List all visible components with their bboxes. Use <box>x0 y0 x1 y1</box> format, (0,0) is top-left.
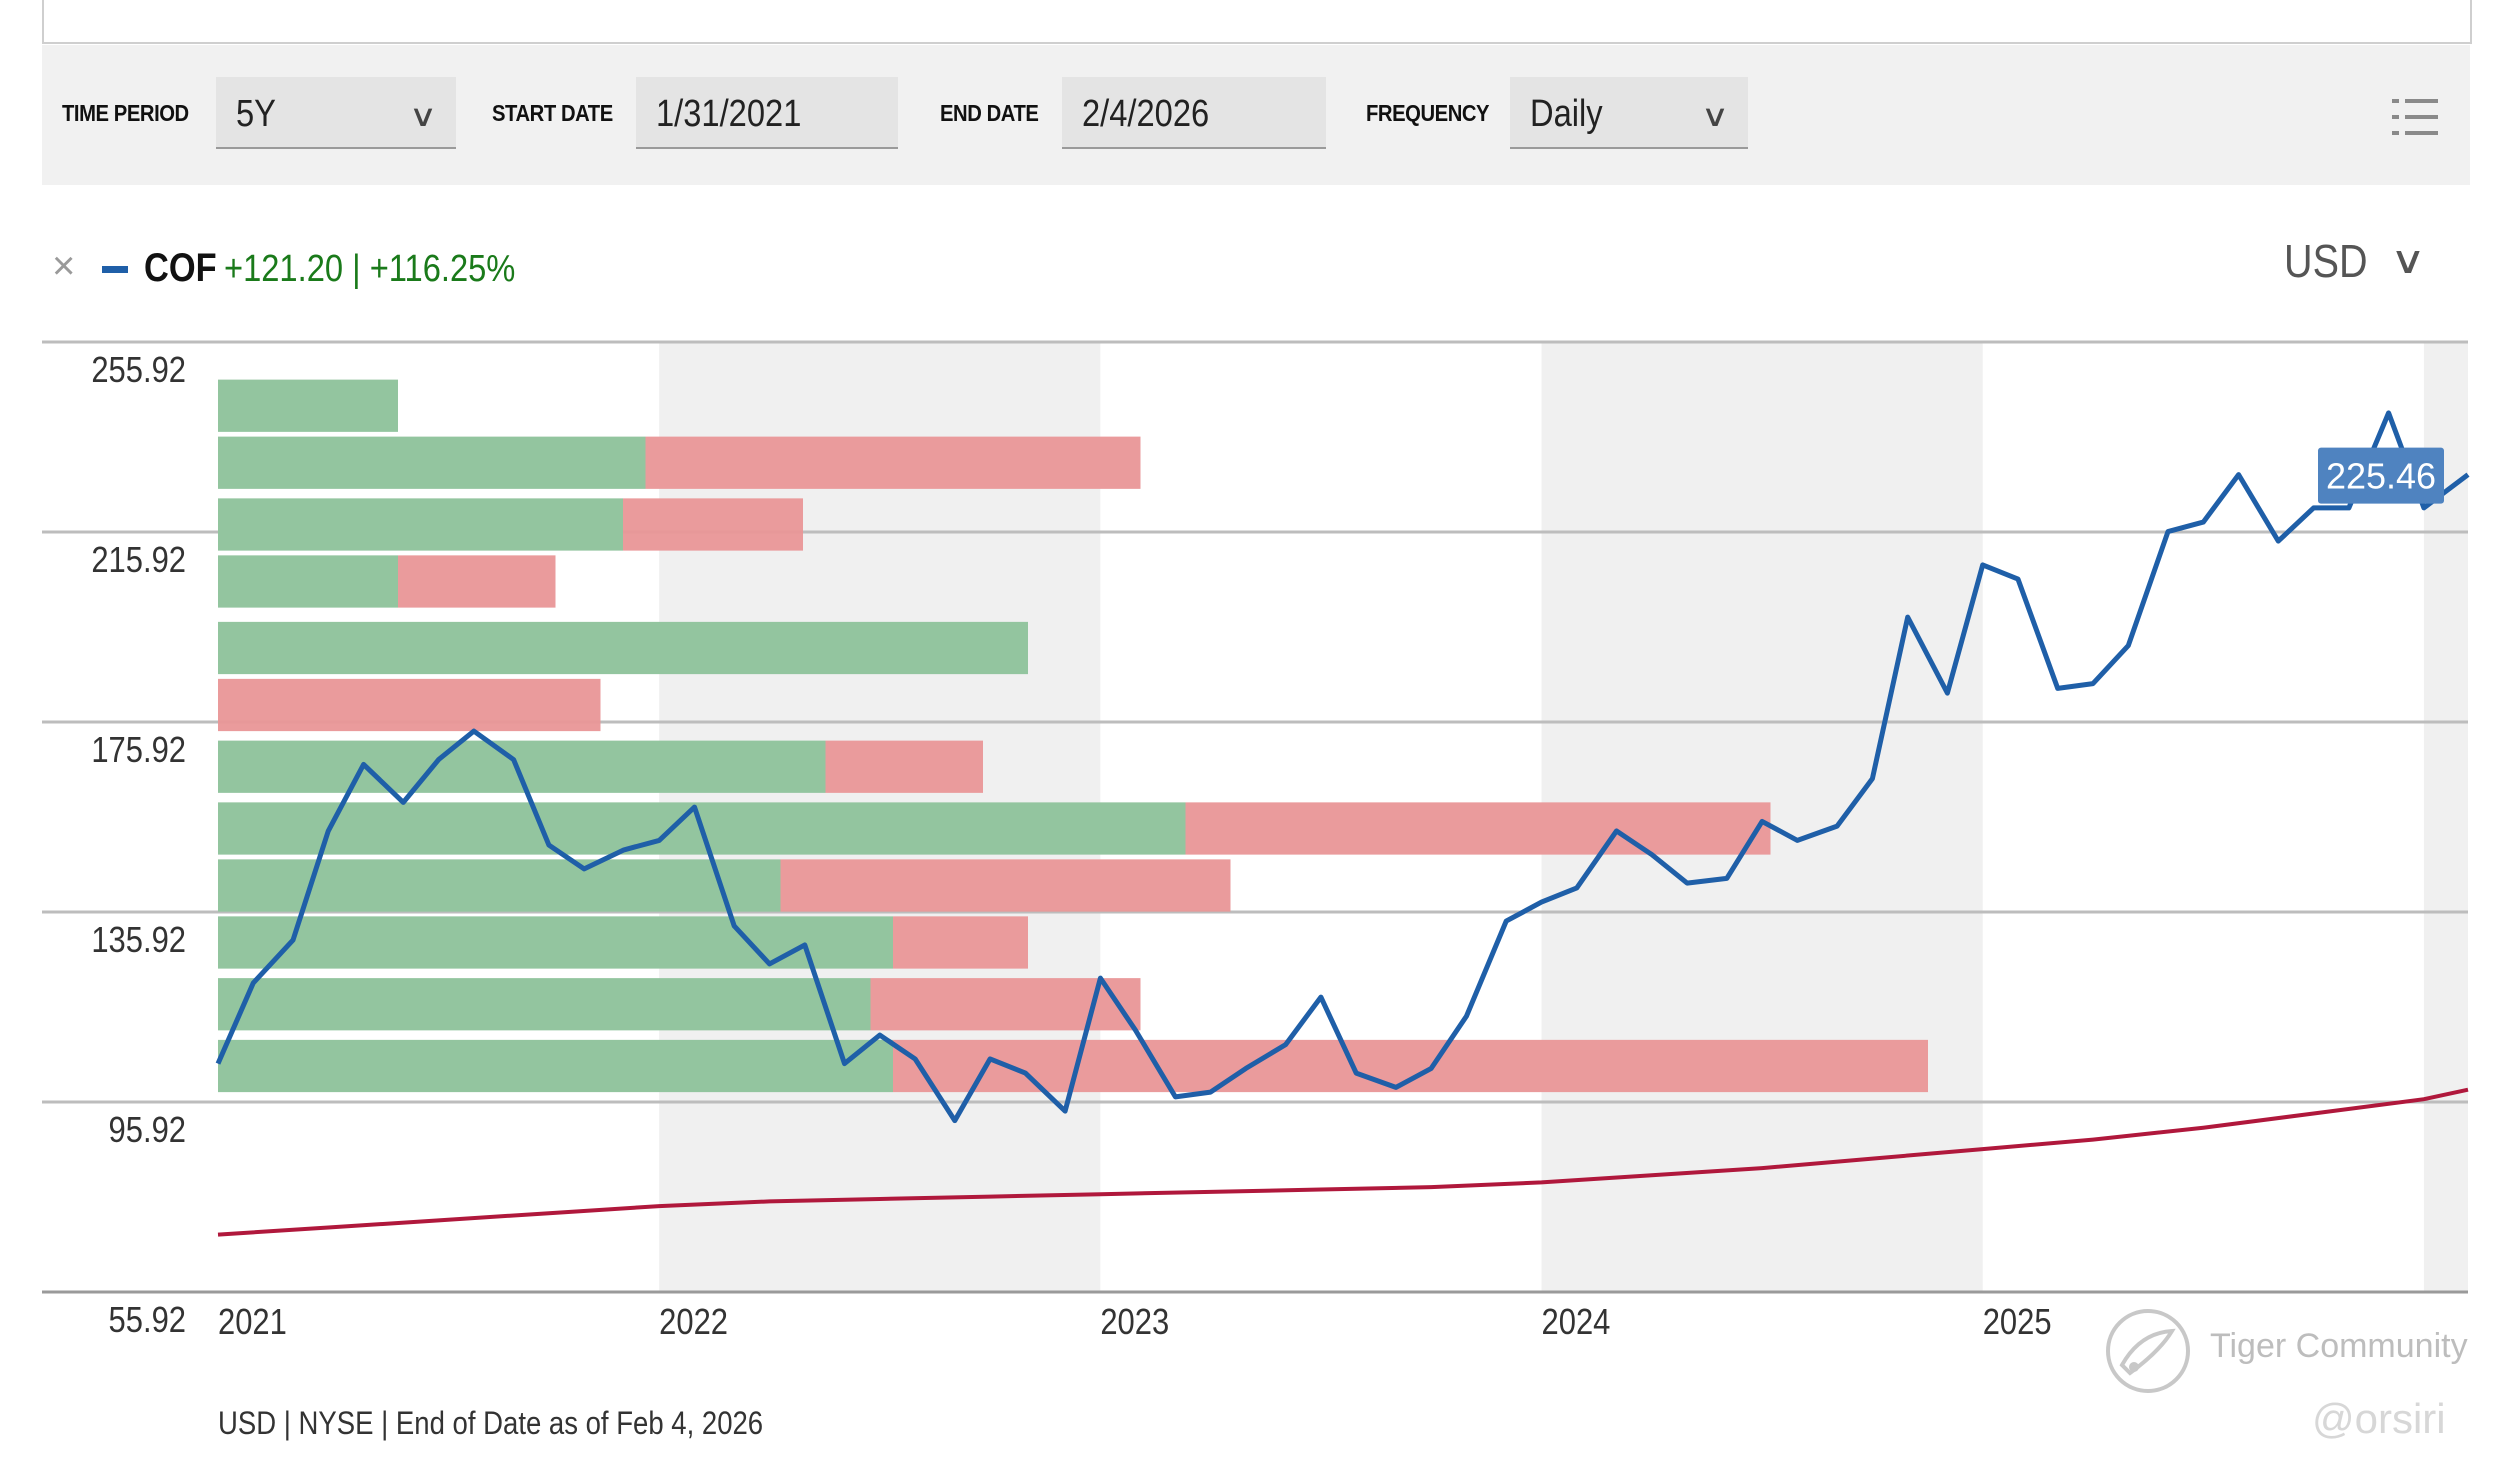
price-chart: 255.92 215.92 175.92 135.92 95.92 55.92 225.46… <box>42 340 2470 1343</box>
x-tick-label: 2021 <box>218 1303 287 1343</box>
time-period-select[interactable]: 5Y ∨ <box>216 77 456 149</box>
volume-bar-down <box>645 436 1141 489</box>
end-date-label: END DATE <box>940 100 1039 126</box>
volume-bar-down <box>1185 802 1771 855</box>
currency-value: USD <box>2284 235 2368 287</box>
chevron-down-icon: ∨ <box>408 100 438 133</box>
volume-bar-up <box>218 978 871 1031</box>
volume-bar-down <box>623 498 803 551</box>
watermark-brand: Tiger Community <box>2210 1327 2468 1365</box>
tiger-logo-icon <box>2106 1309 2190 1393</box>
last-value-label: 225.46 <box>2326 456 2436 497</box>
volume-bar-up <box>218 1039 893 1093</box>
chevron-down-icon: ∨ <box>1700 100 1730 133</box>
price-line <box>215 410 2470 1124</box>
volume-bar-down <box>825 740 983 793</box>
x-tick-label: 2023 <box>1100 1303 1169 1343</box>
time-period-label: TIME PERIOD <box>62 100 189 126</box>
volume-bar-down <box>398 555 556 608</box>
volume-bar-up <box>218 498 623 551</box>
start-date-label: START DATE <box>492 100 613 126</box>
volume-bar-up <box>218 621 1028 675</box>
ticker-symbol: COF <box>144 246 217 290</box>
series-legend: × COF +121.20 | +116.25% <box>52 238 2472 298</box>
volume-bar-up <box>218 555 398 608</box>
chart-footnote: USD | NYSE | End of Date as of Feb 4, 20… <box>218 1405 764 1441</box>
time-period-value: 5Y <box>236 93 276 135</box>
volume-bar-up <box>218 916 893 969</box>
close-icon[interactable]: × <box>52 244 76 288</box>
last-value-badge <box>2318 447 2444 504</box>
y-tick-label: 55.92 <box>109 1301 186 1341</box>
start-date-input[interactable]: 1/31/2021 <box>636 77 898 149</box>
list-menu-icon[interactable] <box>2392 97 2440 137</box>
watermark-handle: @orsiri <box>2312 1395 2446 1442</box>
frequency-select[interactable]: Daily ∨ <box>1510 77 1748 149</box>
y-tick-label: 215.92 <box>91 541 186 581</box>
y-tick-label: 255.92 <box>91 351 186 391</box>
x-tick-label: 2024 <box>1542 1303 1611 1343</box>
baseline-line <box>217 1087 2469 1237</box>
y-tick-label: 175.92 <box>91 731 186 771</box>
y-tick-label: 95.92 <box>109 1111 186 1151</box>
watermark: Tiger Community <box>2100 1295 2480 1405</box>
frequency-label: FREQUENCY <box>1366 100 1490 126</box>
volume-bar-down <box>893 916 1028 969</box>
top-panel-frame <box>42 0 2472 44</box>
chart-toolbar: TIME PERIOD 5Y ∨ START DATE 1/31/2021 EN… <box>42 45 2470 185</box>
end-date-input[interactable]: 2/4/2026 <box>1062 77 1326 149</box>
frequency-value: Daily <box>1530 93 1603 135</box>
x-tick-label: 2025 <box>1983 1303 2052 1343</box>
start-date-value: 1/31/2021 <box>656 93 802 135</box>
price-change: +121.20 | +116.25% <box>224 248 516 290</box>
x-tick-label: 2022 <box>659 1303 728 1343</box>
volume-bar-down <box>893 1039 1928 1093</box>
volume-bar-up <box>218 436 646 489</box>
currency-select[interactable]: USD ∨ <box>2236 230 2436 290</box>
volume-bar-down <box>218 678 601 732</box>
volume-bar-up <box>218 379 398 432</box>
end-date-value: 2/4/2026 <box>1082 93 1210 135</box>
y-tick-label: 135.92 <box>91 921 186 961</box>
series-swatch <box>102 266 128 273</box>
volume-bar-down <box>780 859 1231 912</box>
chevron-down-icon: ∨ <box>2389 240 2427 282</box>
